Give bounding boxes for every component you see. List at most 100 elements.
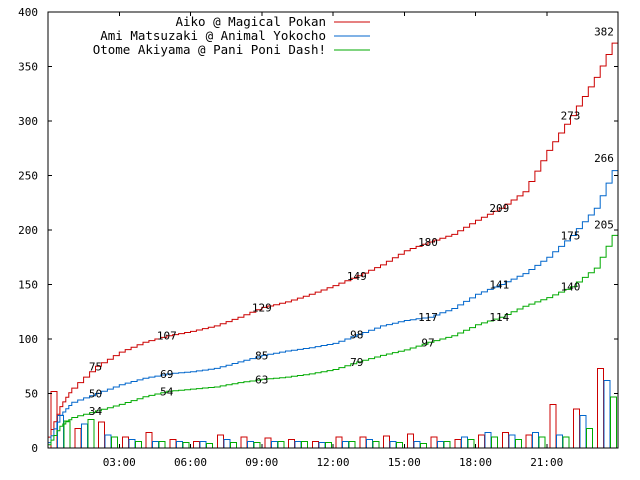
series-lines xyxy=(48,31,619,446)
hourly-bar xyxy=(538,436,546,449)
hourly-bar xyxy=(288,438,295,449)
data-label: 266 xyxy=(594,152,614,165)
hourly-bar xyxy=(229,442,237,449)
data-label: 175 xyxy=(561,230,581,243)
hourly-bar xyxy=(413,441,421,449)
x-tick-label: 15:00 xyxy=(388,456,421,469)
hourly-bar xyxy=(406,433,414,449)
hourly-bar xyxy=(206,443,213,449)
hourly-bar xyxy=(57,414,64,449)
axes: 0 50 100 150 200 250 300 350 400 03:00 06:00 09:00 1… xyxy=(18,6,619,469)
x-tick-label: 03:00 xyxy=(103,456,136,469)
hourly-bar xyxy=(158,441,166,449)
hourly-bar xyxy=(491,436,498,449)
hourly-bar xyxy=(383,435,390,449)
hourly-bar xyxy=(579,414,587,449)
hourly-bar xyxy=(443,441,451,449)
hourly-bar xyxy=(478,434,485,449)
hourly-bar xyxy=(104,434,112,449)
hourly-bar xyxy=(223,438,231,449)
hourly-bar xyxy=(437,441,444,449)
hourly-bar xyxy=(586,427,593,449)
point-labels: 75 107 129 149 180 209 273 382 50 69 85 98 117 141 175… xyxy=(89,26,614,418)
hourly-bar xyxy=(63,420,71,449)
hourly-bar xyxy=(277,441,285,449)
x-tick-label: 18:00 xyxy=(459,456,492,469)
hourly-bar xyxy=(389,441,397,449)
hourly-bar xyxy=(603,379,611,449)
series-line xyxy=(48,158,619,444)
hourly-bar xyxy=(80,423,88,449)
x-tick-label: 21:00 xyxy=(530,456,563,469)
hourly-bar xyxy=(182,442,190,449)
hourly-bar xyxy=(175,441,183,449)
hourly-bar xyxy=(365,438,373,449)
hourly-bar xyxy=(525,434,533,449)
hourly-bar xyxy=(501,432,509,449)
data-label: 117 xyxy=(418,311,438,324)
hourly-bar xyxy=(573,408,580,449)
hourly-bar xyxy=(301,441,308,449)
hourly-bar xyxy=(318,442,326,449)
y-tick-label: 250 xyxy=(18,170,38,183)
legend-label: Otome Akiyama @ Pani Poni Dash! xyxy=(93,42,326,57)
hourly-bar xyxy=(342,441,349,449)
x-tick-label: 12:00 xyxy=(316,456,349,469)
hourly-bar xyxy=(549,403,557,449)
data-label: 75 xyxy=(89,360,102,373)
hourly-bar xyxy=(508,434,516,449)
plot-frame xyxy=(47,11,619,449)
y-tick-label: 0 xyxy=(31,442,38,455)
hourly-bar xyxy=(335,436,343,449)
hourly-bar xyxy=(532,432,539,449)
y-tick-label: 50 xyxy=(25,388,38,401)
hourly-bar xyxy=(74,427,82,449)
data-label: 129 xyxy=(252,301,272,314)
series-line xyxy=(48,224,619,446)
hourly-bar xyxy=(484,432,492,449)
series-line xyxy=(48,31,619,438)
data-label: 140 xyxy=(561,281,581,294)
hourly-bar xyxy=(372,441,380,449)
hourly-bar xyxy=(87,419,95,449)
hourly-bar xyxy=(247,441,254,449)
data-label: 97 xyxy=(421,336,434,349)
data-label: 63 xyxy=(255,373,268,386)
data-label: 273 xyxy=(561,110,581,123)
data-label: 85 xyxy=(255,349,268,362)
legend-label: Aiko @ Magical Pokan xyxy=(175,14,326,29)
hourly-bar xyxy=(152,441,159,449)
hourly-bars xyxy=(50,367,617,449)
data-label: 382 xyxy=(594,26,614,39)
hourly-bar xyxy=(562,436,570,449)
data-label: 114 xyxy=(489,311,509,324)
data-label: 69 xyxy=(160,368,173,381)
data-label: 50 xyxy=(89,388,102,401)
hourly-bar xyxy=(419,443,427,449)
hourly-bar xyxy=(430,436,438,449)
hourly-bar xyxy=(348,441,356,449)
hourly-bar xyxy=(359,436,367,449)
y-tick-label: 350 xyxy=(18,61,38,74)
hourly-bar xyxy=(264,437,272,449)
data-label: 98 xyxy=(350,329,363,342)
hourly-bar xyxy=(454,438,462,449)
data-label: 107 xyxy=(157,330,177,343)
hourly-bar xyxy=(216,434,224,449)
hourly-bar xyxy=(253,442,261,449)
hourly-bar xyxy=(311,441,319,449)
hourly-bar xyxy=(134,441,142,449)
hourly-bar xyxy=(396,442,403,449)
hourly-bar xyxy=(514,438,522,449)
data-label: 34 xyxy=(89,405,103,418)
y-tick-label: 200 xyxy=(18,224,38,237)
hourly-bar xyxy=(609,396,617,449)
hourly-bar xyxy=(145,432,153,449)
data-label: 141 xyxy=(489,279,509,292)
x-tick-label: 09:00 xyxy=(245,456,278,469)
data-label: 180 xyxy=(418,236,438,249)
hourly-bar xyxy=(169,438,177,449)
hourly-bar xyxy=(111,436,118,449)
